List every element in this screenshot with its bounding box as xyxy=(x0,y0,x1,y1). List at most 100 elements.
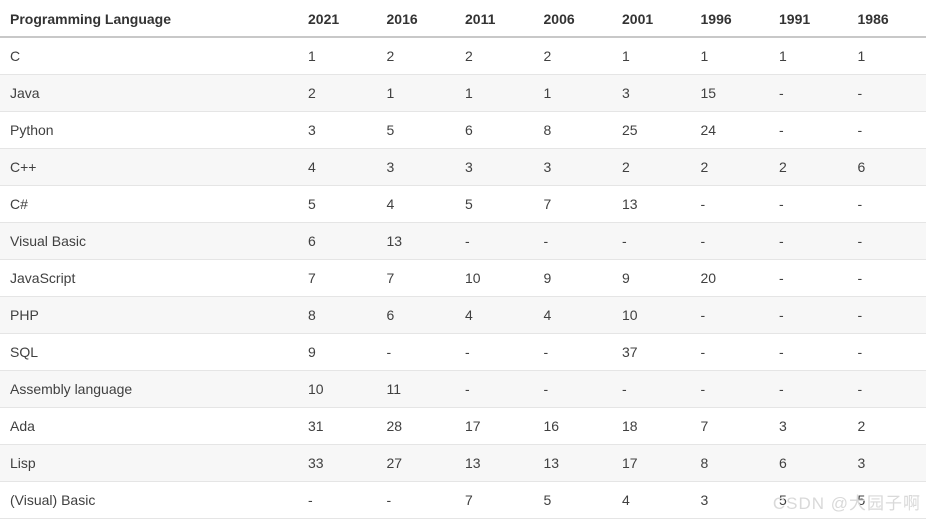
rank-cell: 2 xyxy=(455,37,534,75)
rank-cell: 10 xyxy=(298,371,377,408)
rank-cell: 6 xyxy=(848,149,926,186)
rank-cell: 3 xyxy=(298,112,377,149)
column-header-year: 2011 xyxy=(455,0,534,37)
rank-cell: 7 xyxy=(534,186,613,223)
rank-cell: 9 xyxy=(534,260,613,297)
rank-cell: 1 xyxy=(298,37,377,75)
column-header-year: 1986 xyxy=(848,0,926,37)
rank-cell: - xyxy=(848,186,926,223)
rank-cell: 3 xyxy=(534,149,613,186)
rank-cell: 1 xyxy=(612,37,691,75)
rank-cell: - xyxy=(534,334,613,371)
rank-cell: - xyxy=(848,334,926,371)
rank-cell: 25 xyxy=(612,112,691,149)
rank-cell: 4 xyxy=(377,186,456,223)
rank-cell: 1 xyxy=(377,75,456,112)
rank-cell: 6 xyxy=(769,445,848,482)
rank-cell: 3 xyxy=(769,408,848,445)
language-cell: Lisp xyxy=(0,445,298,482)
rank-cell: - xyxy=(534,371,613,408)
rank-cell: - xyxy=(769,334,848,371)
language-cell: Ada xyxy=(0,408,298,445)
rank-cell: - xyxy=(377,482,456,519)
rank-cell: 1 xyxy=(455,75,534,112)
rank-cell: 11 xyxy=(377,371,456,408)
rank-cell: 6 xyxy=(455,112,534,149)
rank-cell: 10 xyxy=(612,297,691,334)
rank-cell: 20 xyxy=(691,260,770,297)
rank-cell: 15 xyxy=(691,75,770,112)
rank-cell: 8 xyxy=(534,112,613,149)
rank-cell: 1 xyxy=(691,37,770,75)
rank-cell: 13 xyxy=(612,186,691,223)
rank-cell: - xyxy=(848,223,926,260)
rank-cell: - xyxy=(691,186,770,223)
rank-cell: 4 xyxy=(612,482,691,519)
rank-cell: 5 xyxy=(377,112,456,149)
rank-cell: - xyxy=(691,223,770,260)
language-cell: (Visual) Basic xyxy=(0,482,298,519)
rank-cell: 5 xyxy=(534,482,613,519)
rank-cell: - xyxy=(769,223,848,260)
rank-cell: - xyxy=(848,371,926,408)
column-header-year: 2006 xyxy=(534,0,613,37)
rank-cell: 17 xyxy=(612,445,691,482)
rank-cell: 7 xyxy=(691,408,770,445)
language-cell: SQL xyxy=(0,334,298,371)
column-header-year: 2016 xyxy=(377,0,456,37)
rank-cell: - xyxy=(455,371,534,408)
rank-cell: 6 xyxy=(298,223,377,260)
rank-cell: 16 xyxy=(534,408,613,445)
rank-cell: 13 xyxy=(377,223,456,260)
rank-cell: 3 xyxy=(455,149,534,186)
rank-cell: 1 xyxy=(769,37,848,75)
rank-cell: 8 xyxy=(691,445,770,482)
rank-cell: 37 xyxy=(612,334,691,371)
language-cell: C++ xyxy=(0,149,298,186)
rank-cell: - xyxy=(848,260,926,297)
rank-cell: - xyxy=(455,334,534,371)
rank-cell: - xyxy=(848,75,926,112)
rank-cell: - xyxy=(769,297,848,334)
rank-cell: 24 xyxy=(691,112,770,149)
rank-cell: - xyxy=(769,186,848,223)
rank-cell: 3 xyxy=(848,445,926,482)
rank-cell: - xyxy=(691,371,770,408)
rank-cell: 2 xyxy=(298,75,377,112)
rank-cell: 6 xyxy=(377,297,456,334)
rank-cell: - xyxy=(691,297,770,334)
rank-cell: 9 xyxy=(298,334,377,371)
rank-cell: 8 xyxy=(298,297,377,334)
rank-cell: 4 xyxy=(455,297,534,334)
language-cell: PHP xyxy=(0,297,298,334)
language-cell: JavaScript xyxy=(0,260,298,297)
rank-cell: - xyxy=(534,223,613,260)
rank-cell: 2 xyxy=(612,149,691,186)
rank-cell: 5 xyxy=(298,186,377,223)
rank-cell: 5 xyxy=(769,482,848,519)
rank-cell: - xyxy=(377,334,456,371)
rank-cell: 13 xyxy=(534,445,613,482)
rank-cell: 27 xyxy=(377,445,456,482)
rank-cell: 28 xyxy=(377,408,456,445)
rank-cell: 3 xyxy=(612,75,691,112)
rank-cell: 7 xyxy=(298,260,377,297)
rank-cell: 1 xyxy=(534,75,613,112)
rank-cell: 2 xyxy=(377,37,456,75)
language-cell: Assembly language xyxy=(0,371,298,408)
rank-cell: - xyxy=(612,371,691,408)
rank-cell: 2 xyxy=(691,149,770,186)
